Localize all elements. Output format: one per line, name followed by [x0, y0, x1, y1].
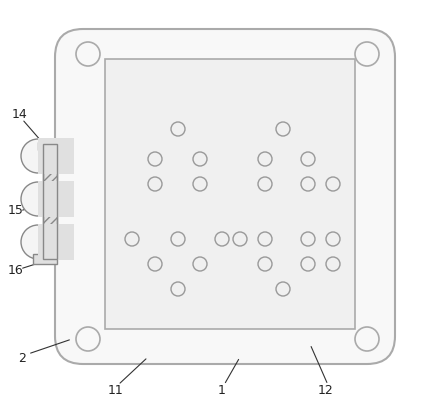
- Text: 15: 15: [8, 203, 24, 216]
- Circle shape: [301, 178, 315, 192]
- Circle shape: [276, 123, 290, 137]
- Bar: [38, 225, 74, 260]
- Text: 14: 14: [12, 108, 28, 121]
- Circle shape: [355, 327, 379, 351]
- Bar: [33, 254, 57, 264]
- Circle shape: [125, 233, 139, 246]
- Circle shape: [171, 233, 185, 246]
- Bar: [38, 143, 57, 151]
- Circle shape: [301, 153, 315, 166]
- Bar: [43, 145, 57, 259]
- Circle shape: [21, 140, 55, 174]
- Circle shape: [326, 257, 340, 271]
- Bar: [43, 145, 57, 259]
- Circle shape: [193, 153, 207, 166]
- Circle shape: [258, 233, 272, 246]
- Circle shape: [326, 178, 340, 192]
- Bar: [38, 182, 74, 217]
- Text: 12: 12: [318, 383, 334, 395]
- Circle shape: [326, 233, 340, 246]
- Circle shape: [193, 257, 207, 271]
- Bar: [43, 145, 57, 259]
- Circle shape: [171, 123, 185, 137]
- Circle shape: [301, 233, 315, 246]
- Circle shape: [148, 257, 162, 271]
- Circle shape: [233, 233, 247, 246]
- Circle shape: [215, 233, 229, 246]
- Circle shape: [171, 282, 185, 296]
- Circle shape: [76, 327, 100, 351]
- Circle shape: [148, 153, 162, 166]
- Circle shape: [301, 257, 315, 271]
- Circle shape: [355, 43, 379, 67]
- Circle shape: [21, 182, 55, 217]
- FancyBboxPatch shape: [55, 30, 395, 364]
- Circle shape: [258, 153, 272, 166]
- Circle shape: [21, 225, 55, 259]
- Text: 11: 11: [108, 383, 124, 395]
- Circle shape: [258, 257, 272, 271]
- Circle shape: [276, 282, 290, 296]
- Bar: [105, 60, 355, 329]
- Text: 16: 16: [8, 263, 24, 276]
- Bar: [38, 139, 74, 174]
- Circle shape: [76, 43, 100, 67]
- Text: 2: 2: [18, 350, 26, 364]
- Circle shape: [148, 178, 162, 192]
- Circle shape: [193, 178, 207, 192]
- Circle shape: [258, 178, 272, 192]
- Text: 1: 1: [218, 383, 226, 395]
